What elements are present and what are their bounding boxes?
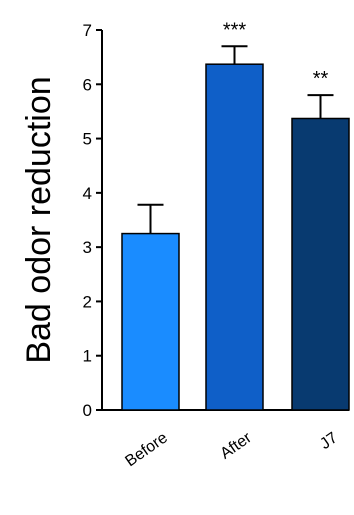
y-tick-label: 3	[83, 238, 92, 257]
y-tick-label: 7	[83, 21, 92, 40]
x-category-label: J7	[317, 429, 341, 453]
y-tick-label: 6	[83, 75, 92, 94]
bars	[121, 45, 350, 411]
bar	[121, 232, 180, 411]
y-tick-label: 1	[83, 347, 92, 366]
y-tick-label: 4	[83, 184, 92, 203]
bar	[205, 63, 264, 411]
y-tick-label: 5	[83, 130, 92, 149]
x-category-label: After	[217, 429, 255, 463]
x-category-label: Before	[122, 429, 170, 470]
y-axis-label: Bad odor reduction	[20, 76, 58, 363]
y-tick-label: 2	[83, 292, 92, 311]
y-tick-label: 0	[83, 401, 92, 420]
bar	[291, 117, 350, 411]
significance-label: ***	[223, 19, 247, 41]
significance-label: **	[313, 68, 329, 90]
